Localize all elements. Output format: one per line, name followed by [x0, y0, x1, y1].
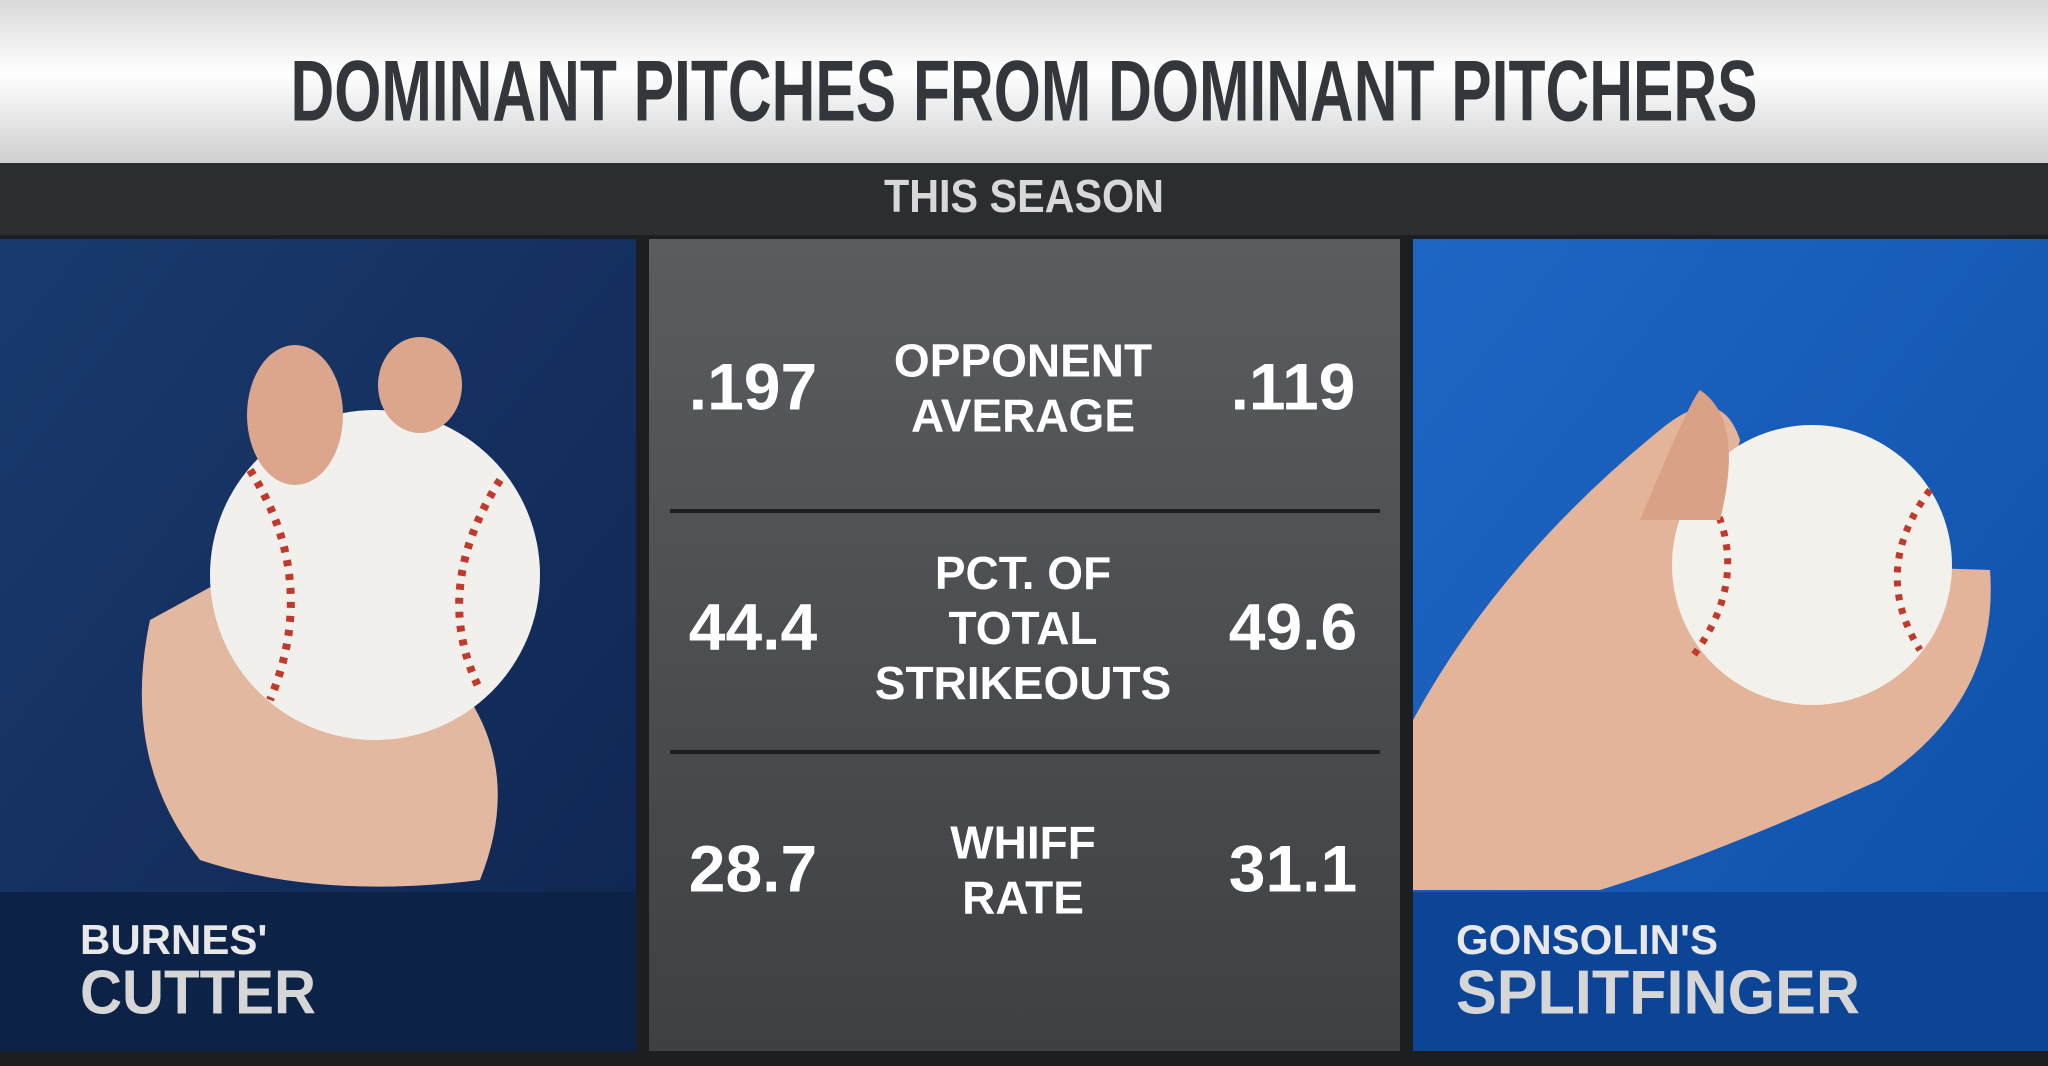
right-pitch: SPLITFINGER: [1456, 958, 1860, 1027]
left-value: .197: [689, 349, 817, 423]
right-value: .119: [1231, 349, 1356, 423]
left-hand-image: [141, 337, 540, 887]
left-pitcher: BURNES': [80, 916, 267, 963]
left-value: 28.7: [689, 831, 817, 905]
stat-label: RATE: [962, 872, 1084, 924]
right-hand-image: [1413, 390, 1991, 890]
subtitle: THIS SEASON: [884, 170, 1164, 222]
subtitle-bar: [0, 163, 2048, 235]
stat-label: OPPONENT: [894, 335, 1152, 387]
right-label-box: [1413, 892, 2048, 1051]
stats-panel: [649, 239, 1400, 1051]
title: DOMINANT PITCHES FROM DOMINANT PITCHERS: [291, 44, 1758, 140]
stat-label: AVERAGE: [911, 390, 1135, 442]
stat-label: STRIKEOUTS: [875, 657, 1171, 709]
stat-label: PCT. OF: [935, 547, 1111, 599]
right-pitcher: GONSOLIN'S: [1456, 916, 1718, 963]
left-pitch: CUTTER: [80, 958, 316, 1027]
stat-label: TOTAL: [948, 602, 1097, 654]
left-label-box: [0, 892, 636, 1051]
right-value: 49.6: [1229, 589, 1357, 663]
stat-label: WHIFF: [950, 817, 1096, 869]
left-value: 44.4: [689, 589, 818, 663]
right-value: 31.1: [1229, 831, 1357, 905]
title-bar: [0, 0, 2048, 163]
